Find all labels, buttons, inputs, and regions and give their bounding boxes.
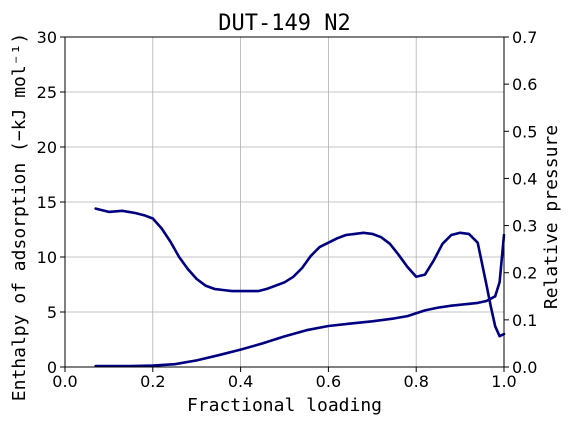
y-left-tick-label: 15 (37, 193, 57, 212)
y-left-tick-label: 30 (37, 28, 57, 47)
x-tick-label: 0.2 (140, 372, 165, 391)
y-left-axis-label: Enthalpy of adsorption (−kJ mol⁻¹) (9, 33, 30, 401)
y-right-tick-label: 0.4 (512, 169, 537, 188)
series-line-left (94, 207, 506, 338)
y-right-tick-label: 0.7 (512, 28, 537, 47)
x-axis-label: Fractional loading (187, 395, 382, 416)
x-tick-label: 0.6 (316, 372, 341, 391)
y-right-tick-label: 0.6 (512, 75, 537, 94)
x-tick-label: 0.0 (52, 372, 77, 391)
y-right-axis-label: Relative pressure (541, 125, 562, 309)
axis-ticks: 0.0 0.2 0.4 0.6 0.8 1.0 0 5 10 15 20 25 30 0.0 0.1 0.2 0… (37, 28, 538, 391)
y-left-tick-label: 25 (37, 83, 57, 102)
y-left-tick-label: 10 (37, 248, 57, 267)
chart-title: DUT-149 N2 (218, 11, 350, 36)
y-left-tick-label: 5 (47, 303, 57, 322)
grid (64, 36, 505, 368)
y-left-tick-label: 0 (47, 358, 57, 377)
series-line-right (94, 233, 506, 368)
y-right-tick-label: 0.3 (512, 217, 537, 236)
y-right-tick-label: 0.0 (512, 358, 537, 377)
x-tick-label: 0.8 (403, 372, 428, 391)
y-right-tick-label: 0.1 (512, 311, 537, 330)
y-right-tick-label: 0.5 (512, 122, 537, 141)
x-tick-label: 0.4 (228, 372, 253, 391)
x-tick-label: 1.0 (491, 372, 516, 391)
y-left-tick-label: 20 (37, 138, 57, 157)
y-right-tick-label: 0.2 (512, 264, 537, 283)
plot-series (94, 207, 506, 368)
